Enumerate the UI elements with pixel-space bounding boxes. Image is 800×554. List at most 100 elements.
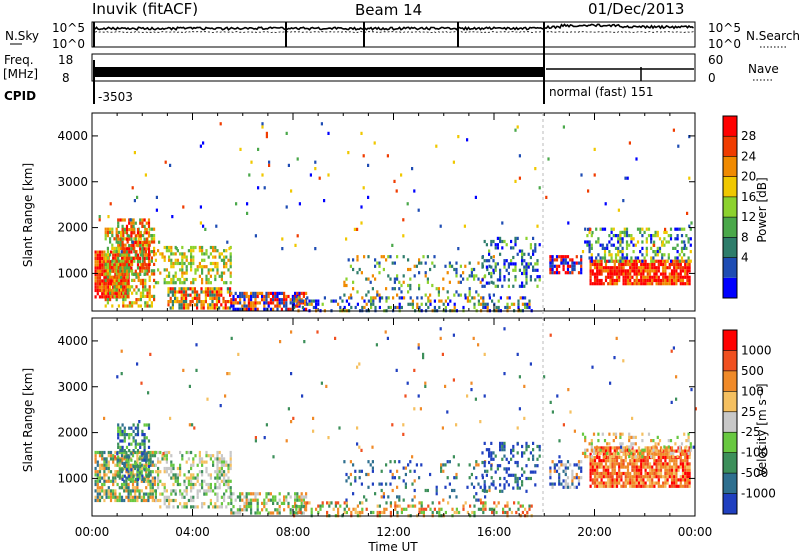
scatter-cell: [664, 478, 667, 482]
scatter-cell: [287, 307, 290, 311]
scatter-cell: [278, 304, 281, 308]
scatter-cell: [593, 481, 597, 485]
scatter-cell: [687, 435, 690, 439]
scatter-cell: [488, 249, 491, 253]
scatter-cell: [463, 224, 466, 228]
scatter-cell: [201, 271, 204, 275]
scatter-cell: [492, 259, 495, 263]
scatter-cell: [170, 258, 173, 262]
scatter-cell: [604, 202, 607, 206]
scatter-cell: [179, 268, 182, 272]
colorbar-tick-label: 8: [741, 230, 749, 244]
scatter-cell: [263, 436, 266, 440]
scatter-cell: [339, 305, 342, 310]
scatter-cell: [183, 277, 186, 282]
scatter-cell: [165, 454, 168, 458]
scatter-cell: [413, 469, 416, 473]
scatter-cell: [590, 259, 593, 263]
scatter-cell: [488, 281, 491, 285]
scatter-cell: [677, 468, 680, 472]
scatter-cell: [650, 237, 653, 241]
scatter-cell: [402, 466, 405, 470]
scatter-cell: [455, 476, 458, 480]
scatter-cell: [187, 498, 190, 503]
scatter-cell: [654, 234, 657, 238]
scatter-cell: [243, 495, 246, 499]
scatter-cell: [609, 278, 612, 283]
scatter-cell: [631, 475, 634, 479]
scatter-cell: [596, 272, 599, 276]
scatter-cell: [640, 481, 643, 485]
scatter-cell: [272, 307, 275, 311]
scatter-cell: [654, 230, 657, 234]
scatter-cell: [131, 489, 135, 493]
scatter-cell: [624, 465, 627, 469]
scatter-cell: [139, 278, 142, 282]
scatter-cell: [580, 267, 583, 272]
scatter-cell: [125, 482, 128, 487]
scatter-cell: [201, 249, 204, 253]
scatter-cell: [128, 301, 131, 305]
scatter-cell: [503, 239, 506, 244]
scatter-cell: [96, 285, 99, 289]
scatter-cell: [485, 281, 488, 285]
scatter-cell: [492, 255, 495, 259]
scatter-cell: [138, 492, 141, 496]
scatter-cell: [243, 298, 246, 302]
scatter-cell: [686, 275, 689, 279]
scatter-cell: [312, 305, 315, 310]
scatter-cell: [190, 268, 193, 272]
scatter-cell: [619, 250, 622, 254]
scatter-cell: [614, 246, 618, 250]
scatter-cell: [573, 267, 576, 272]
scatter-cell: [589, 259, 592, 263]
scatter-cell: [125, 458, 129, 462]
scatter-cell: [94, 295, 97, 299]
scatter-cell: [207, 281, 210, 285]
scatter-cell: [529, 476, 532, 481]
scatter-cell: [211, 300, 214, 304]
scatter-cell: [129, 218, 132, 222]
scatter-cell: [146, 253, 149, 257]
scatter-cell: [641, 448, 644, 452]
scatter-cell: [122, 234, 125, 238]
scatter-cell: [370, 510, 373, 515]
scatter-cell: [538, 444, 541, 449]
scatter-cell: [174, 287, 177, 291]
scatter-cell: [617, 237, 620, 241]
scatter-cell: [148, 304, 151, 308]
scatter-cell: [642, 465, 645, 469]
scatter-cell: [617, 240, 620, 244]
scatter-cell: [114, 473, 117, 477]
scatter-cell: [684, 455, 687, 460]
scatter-cell: [169, 416, 172, 420]
scatter-cell: [131, 301, 134, 305]
scatter-cell: [677, 266, 680, 270]
scatter-cell: [609, 471, 612, 476]
scatter-cell: [444, 510, 447, 515]
scatter-cell: [134, 269, 137, 273]
scatter-cell: [598, 459, 601, 463]
scatter-cell: [371, 460, 374, 464]
scatter-cell: [216, 460, 219, 464]
scatter-cell: [664, 481, 667, 485]
scatter-cell: [296, 304, 299, 308]
scatter-cell: [653, 262, 656, 267]
scatter-cell: [182, 293, 185, 297]
scatter-cell: [139, 282, 142, 286]
scatter-cell: [499, 239, 502, 244]
scatter-cell: [139, 260, 142, 264]
scatter-cell: [624, 272, 627, 276]
scatter-cell: [196, 476, 199, 480]
scatter-cell: [125, 231, 129, 235]
scatter-cell: [596, 455, 599, 460]
scatter-cell: [185, 303, 188, 307]
scatter-cell: [365, 293, 368, 297]
scatter-cell: [185, 290, 188, 294]
scatter-cell: [675, 272, 678, 276]
scatter-cell: [615, 259, 619, 263]
scatter-cell: [622, 278, 625, 283]
scatter-cell: [608, 240, 611, 244]
scatter-cell: [258, 301, 261, 305]
scatter-cell: [422, 510, 425, 515]
